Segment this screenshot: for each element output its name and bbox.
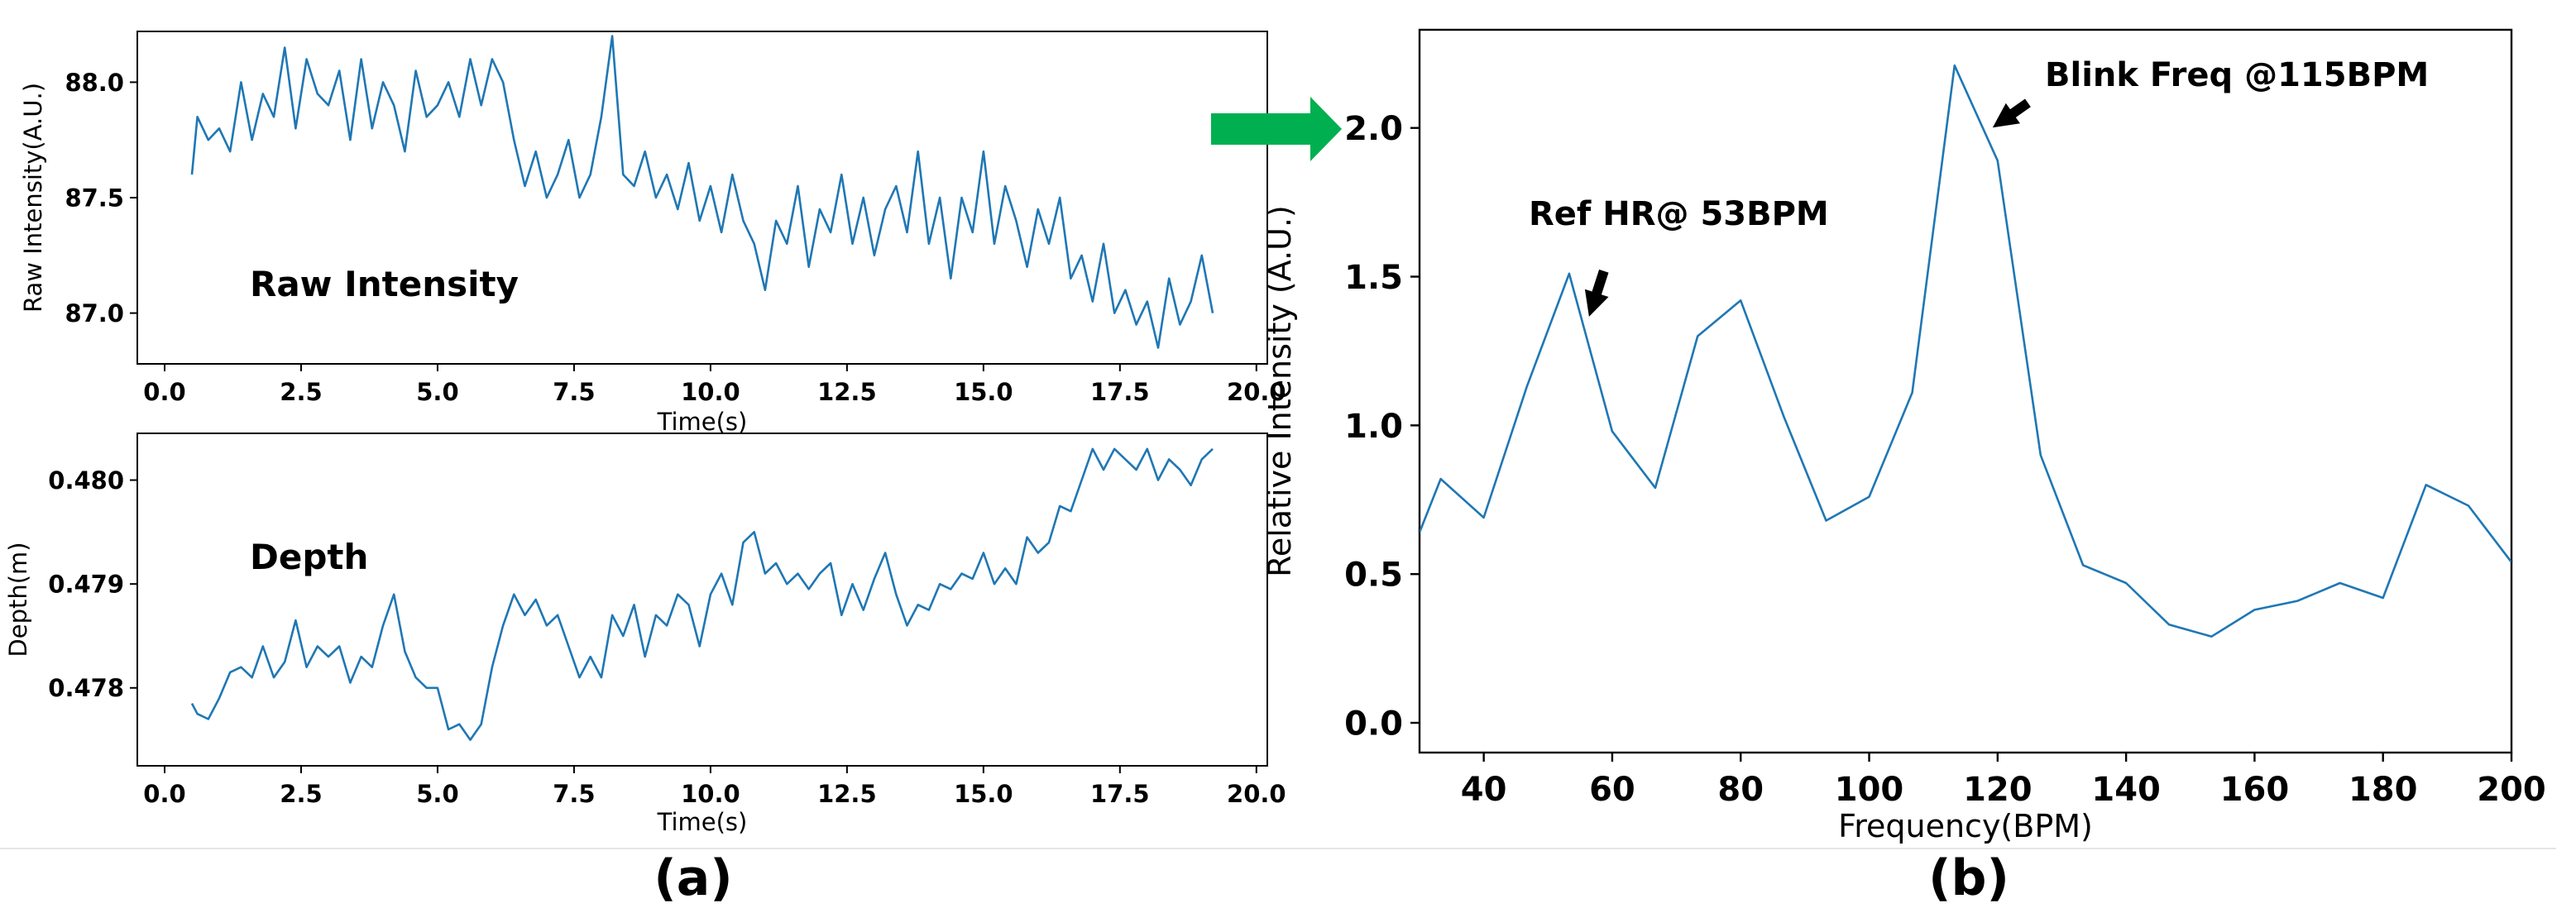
x-tick-label: 12.5	[817, 378, 877, 406]
y-tick-label: 1.5	[1344, 259, 1403, 297]
x-tick-label: 15.0	[954, 378, 1013, 406]
x-tick-label: 15.0	[954, 780, 1013, 808]
x-tick-label: 2.5	[280, 780, 322, 808]
depth-chart: 0.0 2.5 5.0 7.5 10.0 12.5 15.0 17.5 20.0 0.478 0.4…	[4, 433, 1286, 836]
x-tick-label: 80	[1717, 771, 1764, 809]
x-tick-label: 2.5	[280, 378, 322, 406]
panel-label-a: (a)	[654, 849, 732, 907]
raw-intensity-label: Raw Intensity	[250, 264, 519, 304]
x-tick-label: 0.0	[143, 378, 185, 406]
x-tick-label: 60	[1589, 771, 1635, 809]
y-tick-label: 0.478	[48, 674, 124, 702]
y-tick-label: 88.0	[65, 69, 124, 97]
series-line	[190, 447, 1214, 741]
arrow-down-left-icon	[1992, 98, 2031, 128]
x-axis-label: Time(s)	[657, 808, 748, 836]
green-arrow-icon	[1211, 97, 1342, 161]
plot-frame	[1418, 28, 2513, 754]
y-tick-label: 87.5	[65, 184, 124, 212]
y-tick-label: 0.479	[48, 571, 124, 599]
x-tick-label: 10.0	[681, 378, 740, 406]
spectrum-chart: 40 60 80 100 120 140 160 180 200 0.0 0.5 1.0 1.5 2.0 F…	[1262, 28, 2546, 844]
x-tick-label: 5.0	[416, 378, 458, 406]
annotation-ref-hr: Ref HR@ 53BPM	[1529, 195, 1829, 233]
x-tick-label: 12.5	[817, 780, 877, 808]
raw-intensity-chart: 0.0 2.5 5.0 7.5 10.0 12.5 15.0 17.5 20.0 87.0 87.5…	[19, 31, 1286, 436]
x-tick-label: 180	[2349, 771, 2418, 809]
x-tick-label: 200	[2477, 771, 2546, 809]
x-tick-label: 17.5	[1090, 780, 1150, 808]
x-tick-label: 10.0	[681, 780, 740, 808]
plot-frame	[136, 433, 1268, 767]
x-axis-label: Frequency(BPM)	[1838, 808, 2093, 844]
x-tick-label: 140	[2091, 771, 2161, 809]
x-tick-label: 20.0	[1227, 378, 1286, 406]
y-tick-label: 2.0	[1344, 110, 1403, 148]
x-axis-label: Time(s)	[657, 408, 748, 436]
y-tick-label: 0.5	[1344, 557, 1403, 595]
x-tick-label: 40	[1461, 771, 1507, 809]
x-tick-label: 160	[2220, 771, 2290, 809]
plot-frame	[136, 31, 1268, 365]
y-tick-label: 1.0	[1344, 408, 1403, 446]
y-tick-label: 0.480	[48, 466, 124, 495]
depth-label: Depth	[250, 537, 368, 577]
y-axis-label: Raw Intensity(A.U.)	[19, 83, 47, 313]
y-axis-label: Relative Intensity (A.U.)	[1262, 205, 1298, 577]
y-tick-label: 0.0	[1344, 705, 1403, 743]
panel-label-b: (b)	[1928, 849, 2009, 907]
x-tick-label: 7.5	[553, 378, 595, 406]
x-tick-label: 100	[1835, 771, 1904, 809]
x-tick-label: 20.0	[1227, 780, 1286, 808]
x-tick-label: 7.5	[553, 780, 595, 808]
x-tick-label: 120	[1963, 771, 2033, 809]
series-line	[190, 35, 1214, 349]
y-axis-label: Depth(m)	[4, 542, 32, 657]
annotation-blink-freq: Blink Freq @115BPM	[2045, 56, 2429, 94]
arrow-down-icon	[1584, 269, 1609, 317]
x-tick-label: 0.0	[143, 780, 185, 808]
x-tick-label: 17.5	[1090, 378, 1150, 406]
y-tick-label: 87.0	[65, 299, 124, 327]
x-tick-label: 5.0	[416, 780, 458, 808]
series-line	[1420, 64, 2511, 638]
